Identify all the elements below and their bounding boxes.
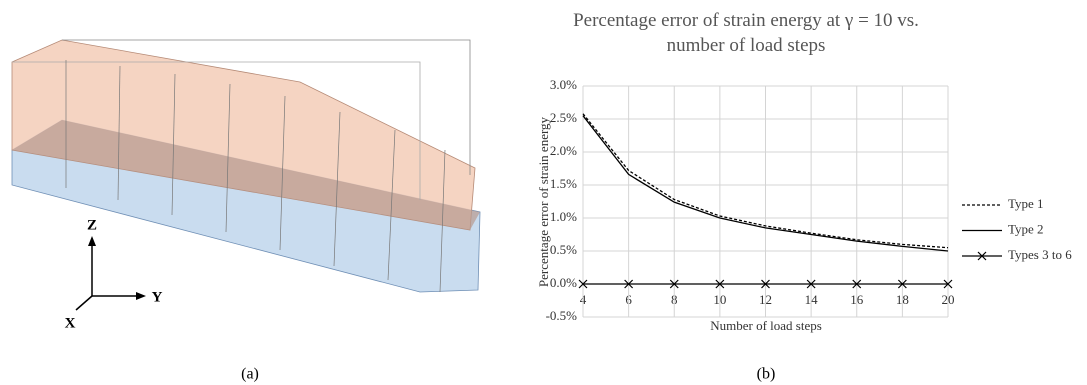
beam-diagram: Z Y X: [12, 40, 480, 331]
panel-label: (a): [241, 366, 259, 383]
y-tick-label: 1.5%: [550, 176, 577, 191]
figure: Z Y X (a) (b) Number of load steps Perce…: [0, 0, 1087, 385]
y-tick-label: 1.0%: [550, 209, 577, 224]
axis-label: X: [65, 315, 76, 331]
y-tick-label: 3.0%: [550, 77, 577, 92]
legend-label: Types 3 to 6: [1008, 247, 1072, 262]
page: Percentage error of strain energy at γ =…: [0, 0, 1087, 385]
arrow-head: [136, 292, 146, 300]
x-axis-label: Number of load steps: [710, 318, 822, 333]
y-tick-label: 2.0%: [550, 143, 577, 158]
y-tick-label: 0.0%: [550, 275, 577, 290]
legend-label: Type 2: [1008, 221, 1044, 236]
legend-label: Type 1: [1008, 196, 1044, 211]
y-tick-label: 0.5%: [550, 242, 577, 257]
panel-label: (b): [757, 366, 776, 383]
y-tick-label: 2.5%: [550, 110, 577, 125]
axis-label: Z: [87, 217, 97, 233]
arrow-head: [88, 236, 96, 246]
y-tick-label: -0.5%: [546, 308, 578, 323]
y-axis-label: Percentage error of strain energy: [536, 116, 551, 287]
axis-label: Y: [152, 289, 163, 305]
x-axis-arrow: [76, 296, 92, 310]
